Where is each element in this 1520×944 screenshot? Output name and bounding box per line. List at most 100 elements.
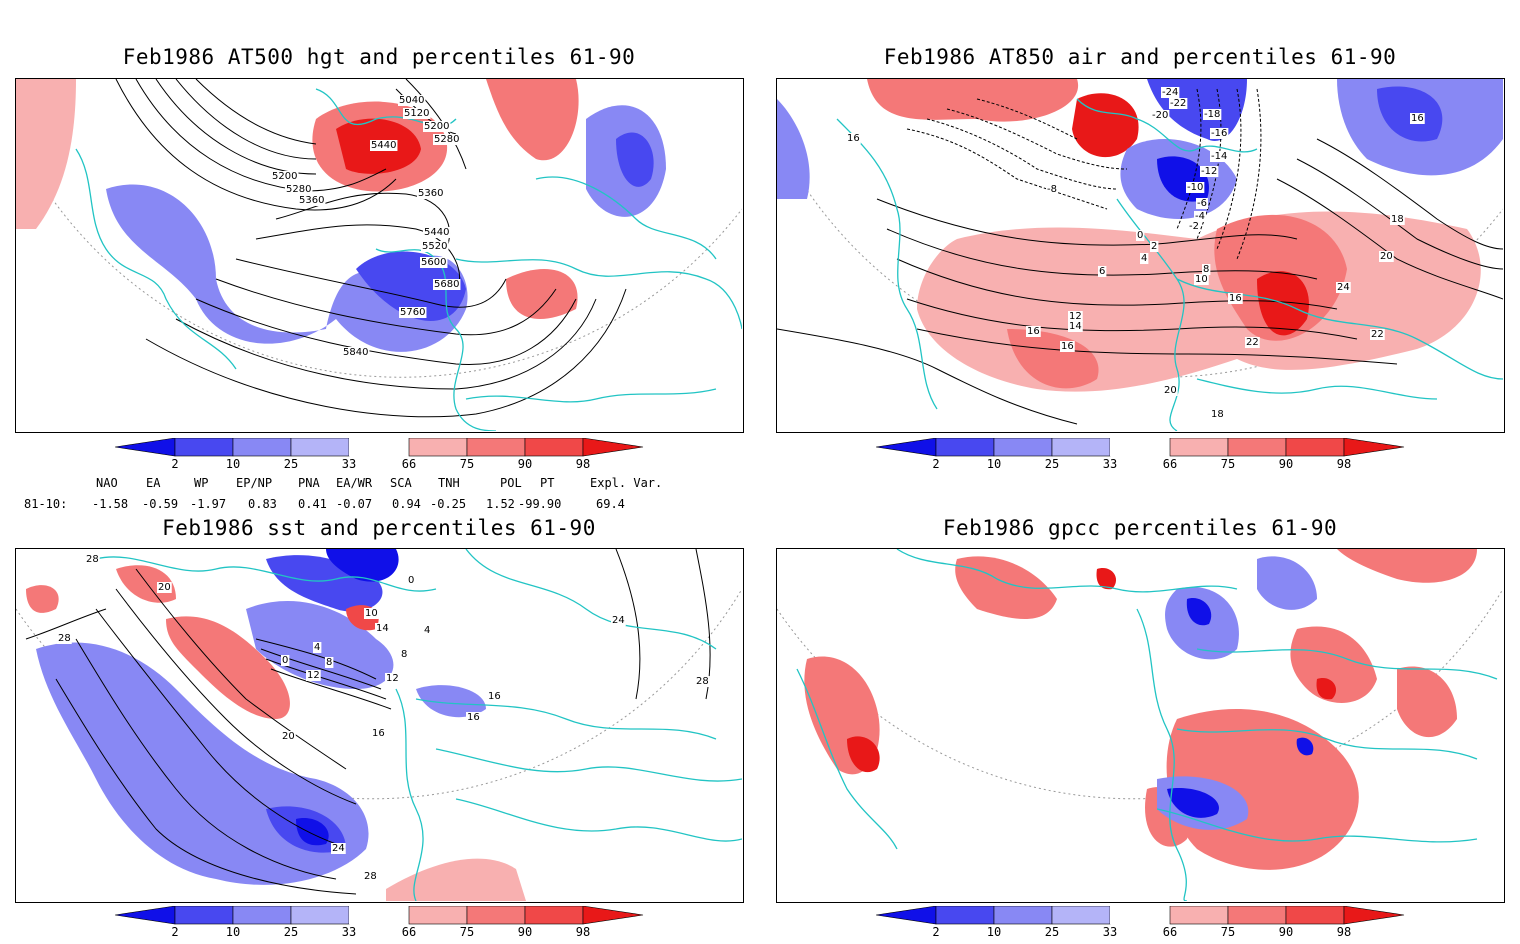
contour-label: 16 [488, 691, 501, 702]
index-value-wp: -1.97 [190, 497, 227, 511]
contour-label: 22 [1371, 329, 1384, 340]
anomaly-blue-area [356, 251, 466, 322]
contour-label-bg [1228, 293, 1243, 304]
contour-label: -4 [1195, 211, 1205, 222]
contour-label: 28 [58, 633, 71, 644]
contour-label-bg [1410, 113, 1425, 124]
contour-label: 5120 [404, 108, 429, 119]
contour-label-bg [1370, 329, 1385, 340]
panel-title-hgt500: Feb1986 AT500 hgt and percentiles 61-90 [122, 45, 636, 69]
map-sst: 28 20 28 0 4 8 12 16 20 24 28 24 16 10 1… [16, 549, 742, 901]
index-value-pol: 1.52 [486, 497, 515, 511]
contour-label: 24 [1337, 282, 1350, 293]
contour-label: 5760 [400, 307, 425, 318]
colorbar-tick-label: 2 [171, 925, 178, 939]
contour-label-bg [487, 691, 502, 702]
contour-label: -20 [1152, 110, 1168, 121]
projection-edge [16, 138, 742, 378]
colorbar-tick-label: 75 [1221, 457, 1235, 471]
anomaly-red-area [506, 269, 578, 319]
anomaly-red-area [1072, 93, 1139, 158]
contour-label-bg [271, 171, 299, 182]
colorbar-tick-label: 10 [226, 457, 240, 471]
colorbar-tick-label: 2 [932, 457, 939, 471]
colorbar-tick-label: 66 [402, 925, 416, 939]
colorbar-tick-label: 66 [1163, 925, 1177, 939]
contour-label-bg [1068, 311, 1083, 322]
contour-labels: -24 -22 -20 -18 -16 -14 -12 -10 -8 -6 -4… [846, 87, 1425, 420]
precip-red-dark-patches [847, 568, 1337, 773]
contour-label: 5440 [424, 227, 449, 238]
contour-label: -10 [1187, 182, 1203, 193]
colorbar-tick-label: 33 [1103, 925, 1117, 939]
contour-label-bg [85, 554, 100, 565]
contour-label-bg [1379, 251, 1394, 262]
contour-label: 8 [401, 649, 407, 660]
contour-label: 2 [1151, 241, 1157, 252]
contour-label-bg [313, 642, 322, 653]
index-header-pol: POL [500, 476, 522, 490]
contour-label: 6 [1099, 266, 1105, 277]
index-value-eawr: -0.07 [336, 497, 373, 511]
contour-label: 16 [1027, 326, 1040, 337]
contour-label: 8 [326, 657, 332, 668]
contour-label-bg [1098, 266, 1107, 277]
contour-label: 20 [1164, 385, 1177, 396]
index-header-explvar: Expl. Var. [590, 476, 663, 490]
contour-label-bg [281, 731, 296, 742]
anomaly-blue-area [616, 132, 654, 187]
index-header-ea: EA [146, 476, 161, 490]
contour-label-bg [306, 670, 321, 681]
contour-label: 16 [372, 728, 385, 739]
colorbar-tick-label: 10 [987, 925, 1001, 939]
colorbar-top-left: 2 10 25 33 66 75 90 98 [114, 437, 645, 472]
contour-label-bg [423, 625, 432, 636]
contour-label-bg [1245, 337, 1260, 348]
contour-label: 4 [1141, 253, 1147, 264]
contour-label-bg [1194, 274, 1209, 285]
contour-label: -18 [1204, 109, 1220, 120]
contour-label: 14 [376, 623, 389, 634]
contour-label-bg [363, 871, 378, 882]
contour-label: 5200 [272, 171, 297, 182]
contour-label-bg [1046, 184, 1058, 195]
colorbar-tick-label: 25 [1045, 457, 1059, 471]
anomaly-red-area [16, 79, 76, 229]
contour-label: 5200 [424, 121, 449, 132]
anomaly-blue-area [296, 818, 329, 846]
contour-label: 5040 [399, 95, 424, 106]
map-panel-gpcc [776, 548, 1505, 903]
anomaly-red-area [386, 858, 526, 901]
contour-label-bg [375, 623, 390, 634]
colorbar-tick-label: 33 [1103, 457, 1117, 471]
colorbar-tick-label: 75 [460, 925, 474, 939]
index-header-epnp: EP/NP [236, 476, 273, 490]
colorbar-bottom-left: 2 10 25 33 66 75 90 98 [114, 905, 645, 940]
colorbar-bottom-right: 2 10 25 33 66 75 90 98 [875, 905, 1406, 940]
index-header-sca: SCA [390, 476, 412, 490]
contour-label-bg [846, 133, 861, 144]
anomaly-red-area [1007, 329, 1099, 389]
colorbar-tick-label: 98 [576, 457, 590, 471]
panel-title-gpcc: Feb1986 gpcc percentiles 61-90 [942, 516, 1338, 540]
contour-label: -8 [1047, 184, 1057, 195]
colorbar-tick-label: 25 [284, 457, 298, 471]
colorbar-tick-label: 98 [1337, 457, 1351, 471]
contour-label: 24 [332, 843, 345, 854]
index-value-pt: -99.90 [518, 497, 562, 511]
precip-red-patches [804, 549, 1477, 870]
contour-label: 12 [386, 673, 399, 684]
contour-label-bg [298, 195, 326, 206]
contour-label: 28 [696, 676, 709, 687]
index-header-eawr: EA/WR [336, 476, 373, 490]
contour-label: -2 [1189, 221, 1199, 232]
anomaly-red-area [486, 79, 579, 161]
index-row-label: 81-10: [24, 497, 68, 511]
contour-label-bg [1136, 230, 1145, 241]
map-hgt500: 5040 5120 5200 5280 5440 5200 5280 5360 … [16, 79, 742, 431]
anomaly-blue-area [777, 99, 810, 199]
colorbar-tick-label: 90 [1279, 925, 1293, 939]
contour-label-bg [423, 121, 451, 132]
contour-label-bg [403, 108, 431, 119]
contour-label: 8 [1203, 264, 1209, 275]
